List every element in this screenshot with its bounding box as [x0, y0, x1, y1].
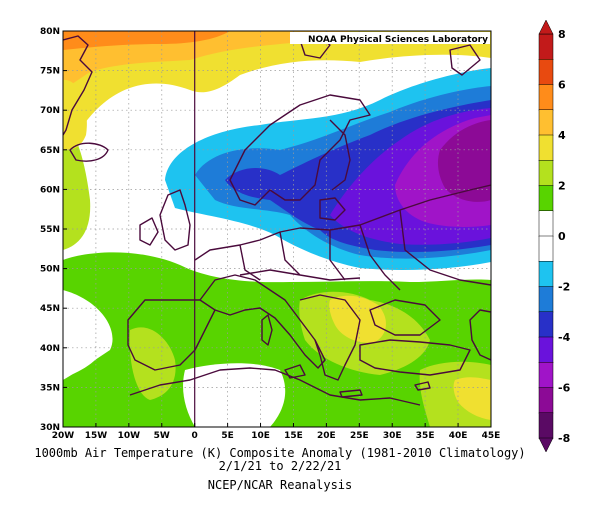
- greenland-coast: [63, 35, 93, 136]
- warm-anomaly-greenland: [63, 129, 91, 250]
- baltic-states: [319, 197, 346, 221]
- colorbar-segment: [538, 210, 554, 237]
- balkans-greece: [299, 294, 361, 381]
- lon-label: 15E: [284, 431, 303, 441]
- warm-anomaly-north-peak: [63, 31, 230, 50]
- north-africa: [129, 367, 421, 406]
- warm-anomaly-balkans-core: [329, 295, 386, 343]
- colorbar-segment: [538, 286, 554, 313]
- colorbar-segment: [538, 387, 554, 414]
- iceland-coast: [69, 142, 109, 162]
- lat-label: 65N: [40, 146, 60, 156]
- colorbar-segment: [538, 109, 554, 136]
- lon-label: 0: [192, 431, 198, 441]
- colorbar-label: -8: [558, 432, 570, 445]
- longitude-labels: 20W 15W 10W 5W 0 5E 10E 15E 20E 25E 30E 35E 40E 45E: [52, 423, 501, 441]
- continent-north: [194, 184, 491, 261]
- lon-label: 10W: [118, 431, 141, 441]
- warm-anomaly-south-light: [129, 327, 176, 400]
- lat-label: 60N: [40, 185, 60, 195]
- lon-label: 25E: [350, 431, 369, 441]
- colorbar-segment: [538, 362, 554, 389]
- sardinia-corsica: [261, 314, 273, 346]
- colorbar-segment: [538, 185, 554, 212]
- lat-label: 40N: [40, 344, 60, 354]
- lon-label: 40E: [449, 431, 468, 441]
- colorbar-segment: [538, 261, 554, 288]
- british-isles: [159, 189, 191, 251]
- lat-label: 70N: [40, 106, 60, 116]
- lat-label: 30N: [40, 423, 60, 433]
- colorbar-label: -4: [558, 331, 571, 344]
- warm-anomaly-east-core: [453, 377, 491, 420]
- lat-label: 45N: [40, 304, 60, 314]
- credit-box: [290, 32, 490, 44]
- caption-source: NCEP/NCAR Reanalysis: [207, 478, 353, 492]
- colorbar-segment: [538, 59, 554, 86]
- caption-dates: 2/1/21 to 2/22/21: [218, 459, 342, 473]
- lon-label: 15W: [85, 431, 108, 441]
- warm-anomaly-greenland-2: [63, 79, 87, 150]
- novaya-zemlya: [449, 44, 481, 76]
- cyprus: [414, 381, 431, 391]
- black-sea: [369, 299, 441, 336]
- borders-central: [239, 209, 491, 291]
- colorbar-segment: [538, 235, 554, 262]
- anomaly-contours: [63, 31, 491, 427]
- lon-label: 30E: [383, 431, 402, 441]
- caption-title: 1000mb Air Temperature (K) Composite Ano…: [34, 446, 526, 460]
- finland-border: [329, 119, 351, 191]
- cold-anomaly-peak: [437, 120, 491, 202]
- lon-label: 20E: [317, 431, 336, 441]
- colorbar-segment: [538, 33, 554, 60]
- colorbar-label: 6: [558, 79, 566, 92]
- scandinavia: [229, 94, 371, 206]
- crete: [339, 389, 363, 398]
- france-italy: [199, 274, 326, 369]
- iberia: [127, 299, 216, 371]
- colorbar-segment: [538, 160, 554, 187]
- colorbar-label: -2: [558, 281, 570, 294]
- colorbar-min-arrow: [538, 437, 554, 453]
- lat-label: 75N: [40, 67, 60, 77]
- colorbar-max-arrow: [538, 19, 554, 35]
- colorbar-segment: [538, 412, 554, 439]
- lon-label: 5E: [221, 431, 233, 441]
- colorbar-label: 8: [558, 28, 566, 41]
- turkey: [359, 339, 471, 376]
- lon-label: 45E: [482, 431, 501, 441]
- warm-anomaly-north-core: [63, 31, 350, 90]
- colorbar: 8 6 4 2 0 -2 -4 -6 -8: [538, 19, 571, 453]
- colorbar-segment: [538, 134, 554, 161]
- caspian: [469, 309, 491, 361]
- sicily: [284, 364, 306, 379]
- colorbar-label: 2: [558, 180, 566, 193]
- colorbar-segment: [538, 311, 554, 338]
- lat-label: 50N: [40, 265, 60, 275]
- colorbar-segment: [538, 336, 554, 363]
- lat-label: 80N: [40, 27, 60, 37]
- colorbar-label: 0: [558, 230, 566, 243]
- lat-label: 35N: [40, 383, 60, 393]
- colorbar-label: -6: [558, 382, 571, 395]
- white-north-africa: [183, 363, 286, 427]
- lat-label: 55N: [40, 225, 60, 235]
- ireland: [139, 217, 159, 246]
- coastlines: [63, 35, 491, 406]
- lon-label: 5W: [154, 431, 170, 441]
- credit-text: NOAA Physical Sciences Laboratory: [308, 35, 488, 45]
- graticule: [63, 31, 491, 427]
- lon-label: 20W: [52, 431, 75, 441]
- colorbar-label: 4: [558, 129, 566, 142]
- white-south-atlantic: [63, 300, 110, 378]
- lon-label: 35E: [416, 431, 435, 441]
- colorbar-segment: [538, 84, 554, 111]
- latitude-labels: 80N 75N 70N 65N 60N 55N 50N 45N 40N 35N 30N: [40, 27, 67, 433]
- lon-label: 10E: [251, 431, 270, 441]
